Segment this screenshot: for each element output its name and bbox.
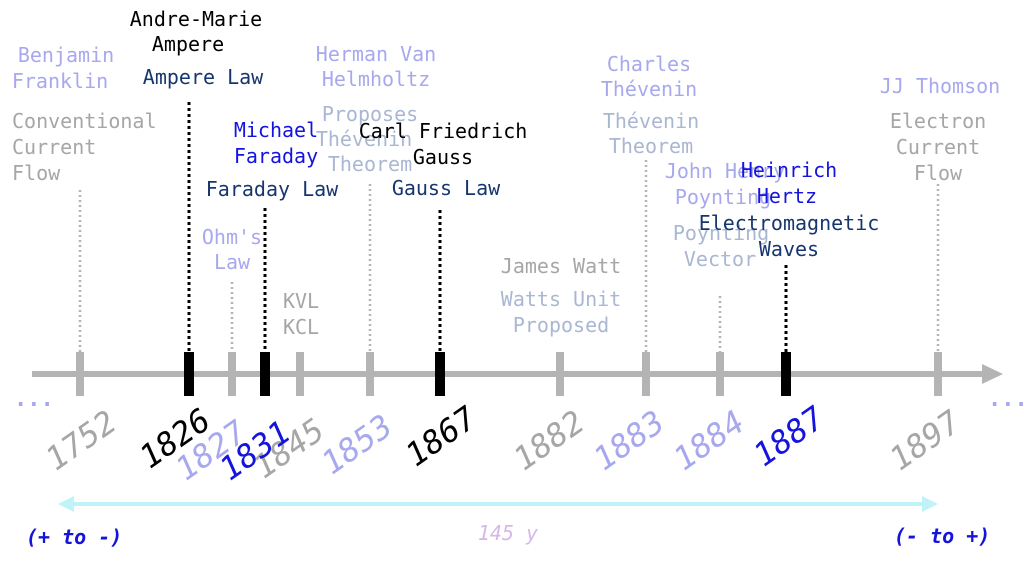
detail-line: Conventional [12,109,157,133]
person-line: James Watt [501,254,621,278]
detail-line: Law [214,250,251,274]
person-line: Thévenin [601,77,697,101]
event-1867-labels: Carl Friedrich Gauss Gauss Law [359,119,528,200]
person-line: Poynting [675,185,771,209]
tick-1867 [435,210,445,396]
year-label-1897: 1897 [882,403,967,478]
person-line: Andre-Marie [130,7,262,31]
span-label-middle: 145 y [478,521,538,545]
detail-line: Electromagnetic [699,211,880,235]
tick-mark-1884 [716,352,724,396]
span-label-left: (+ to -) [26,525,122,549]
tick-mark-1845 [296,352,304,396]
person-line: Heinrich [741,158,837,182]
detail-line: Flow [914,161,963,185]
event-1887-labels: Heinrich Hertz Electromagnetic Waves [699,158,880,261]
tick-mark-1827 [228,352,236,396]
person-line: Helmholtz [322,67,430,91]
event-1845-labels: KVL KCL [283,289,319,339]
event-1897-labels: JJ Thomson Electron Current Flow [880,74,1000,185]
person-line: Faraday [234,144,318,168]
detail-line: Theorem [328,152,412,176]
event-1882-labels: James Watt Watts Unit Proposed [501,254,621,337]
year-label-1882: 1882 [506,403,591,478]
tick-1883 [642,160,650,396]
detail-line: KCL [283,315,319,339]
tick-1887 [781,265,791,396]
detail-line: Theorem [609,134,693,158]
tick-1827 [228,282,236,396]
year-label-1853: 1853 [314,407,399,482]
ellipsis-left: ... [14,387,54,412]
tick-mark-1826 [184,352,194,396]
tick-mark-1752 [76,352,84,396]
year-label-1884: 1884 [666,403,751,478]
detail-line: Watts Unit [501,287,621,311]
tick-mark-1887 [781,352,791,396]
detail-line: Thévenin [316,127,412,151]
event-1827-labels: Ohm's Law [202,225,262,274]
tick-1897 [934,184,942,396]
person-line: Herman Van [316,42,436,66]
span-arrow [58,496,938,512]
tick-mark-1883 [642,352,650,396]
tick-mark-1831 [260,352,270,396]
event-1853-labels: Herman Van Helmholtz Proposes Thévenin T… [316,42,436,176]
ellipsis-right: ... [988,387,1024,412]
detail-line: Vector [684,247,756,271]
person-line: Gauss [413,145,473,169]
tick-mark-1897 [934,352,942,396]
detail-line: Poynting [673,221,769,245]
person-line: John Henry [665,159,785,183]
detail-line: Gauss Law [392,176,501,200]
person-line: Benjamin [18,43,114,67]
tick-1831 [260,208,270,396]
tick-1752 [76,190,84,396]
span-arrowhead-left [58,496,74,512]
tick-mark-1882 [556,352,564,396]
person-line: Charles [607,52,691,76]
year-label-1883: 1883 [586,403,671,478]
person-line: Carl Friedrich [359,119,528,143]
detail-line: Proposed [513,313,609,337]
event-1884-labels: John Henry Poynting Poynting Vector [665,159,785,271]
detail-line: Faraday Law [206,177,339,201]
tick-1826 [184,102,194,396]
detail-line: Ohm's [202,225,262,249]
person-line: JJ Thomson [880,74,1000,98]
detail-line: Electron [890,109,986,133]
event-1883-labels: Charles Thévenin Thévenin Theorem [601,52,699,158]
detail-line: Flow [12,161,61,185]
event-1752-labels: Benjamin Franklin Conventional Current F… [12,43,157,185]
detail-line: Thévenin [603,109,699,133]
detail-line: Current [12,135,96,159]
year-label-1887: 1887 [746,399,831,474]
person-line: Michael [234,118,318,142]
person-line: Ampere [152,32,224,56]
detail-line: Ampere Law [143,65,264,89]
tick-1882 [556,352,564,396]
detail-line: Current [896,135,980,159]
detail-line: Waves [759,237,819,261]
detail-line: Proposes [322,102,418,126]
event-1826-labels: Andre-Marie Ampere Ampere Law [130,7,264,89]
span-label-right: (- to +) [894,524,990,548]
year-label-1867: 1867 [398,399,483,474]
tick-1884 [716,296,724,396]
detail-line: KVL [283,289,319,313]
span-arrowhead-right [922,496,938,512]
tick-1853 [366,184,374,396]
person-line: Franklin [12,69,108,93]
tick-mark-1853 [366,352,374,396]
tick-mark-1867 [435,352,445,396]
event-1831-labels: Michael Faraday Faraday Law [206,118,339,201]
year-label-1752: 1752 [38,403,123,478]
tick-1845 [296,352,304,396]
person-line: Hertz [757,184,817,208]
timeline-arrowhead [982,364,1003,384]
